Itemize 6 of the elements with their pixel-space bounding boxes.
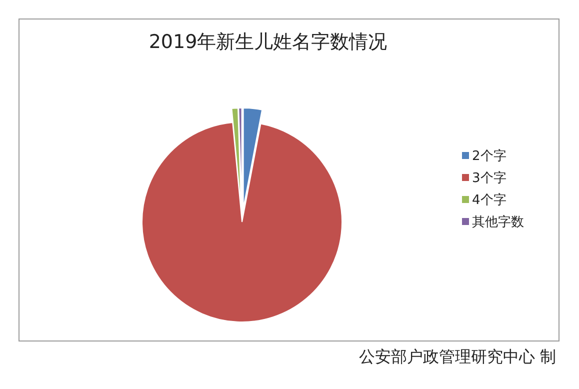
chart-title: 2019年新生儿姓名字数情况 (148, 31, 388, 53)
legend-label: 2个字 (472, 148, 506, 164)
legend-label: 3个字 (472, 170, 506, 186)
legend-label: 其他字数 (472, 214, 524, 230)
legend-label: 4个字 (472, 192, 506, 208)
text: 公安部户政管理研究中心 制 (358, 347, 556, 366)
